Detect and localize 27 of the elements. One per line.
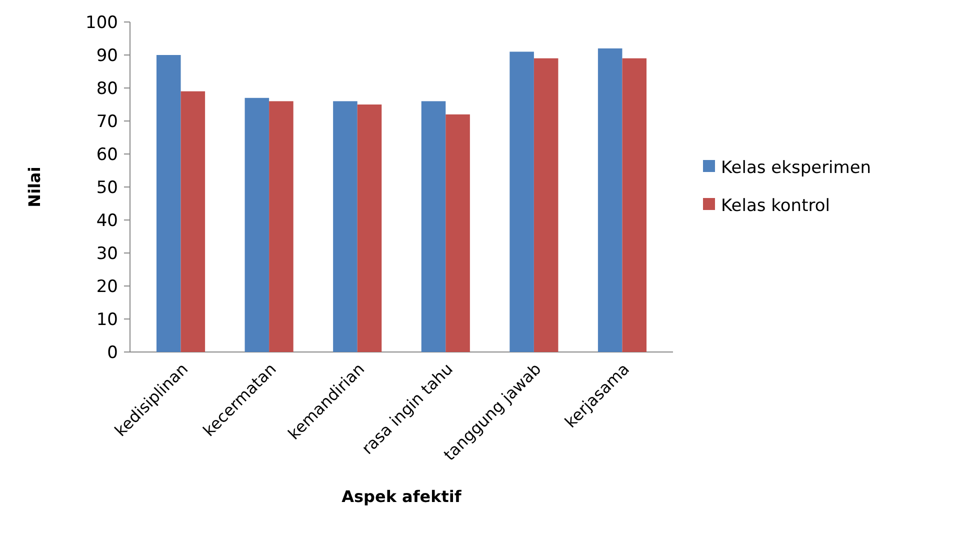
y-axis-title: Nilai xyxy=(25,166,44,208)
bar xyxy=(534,58,558,352)
bar xyxy=(244,98,270,352)
y-tick-label: 30 xyxy=(96,244,118,264)
x-axis-title: Aspek afektif xyxy=(342,487,462,506)
bar xyxy=(622,58,647,352)
bar xyxy=(156,55,181,352)
y-tick-label: 60 xyxy=(96,144,118,165)
bar xyxy=(421,101,446,352)
bar xyxy=(598,48,622,352)
bar xyxy=(510,52,534,352)
y-tick-label: 70 xyxy=(96,112,118,132)
bar xyxy=(333,101,358,352)
y-tick-label: 100 xyxy=(86,12,118,33)
y-tick-label: 50 xyxy=(96,178,118,198)
y-tick-label: 10 xyxy=(96,310,118,330)
bar xyxy=(446,114,470,352)
y-tick-label: 0 xyxy=(107,342,118,363)
legend-label: Kelas kontrol xyxy=(721,196,830,216)
bar xyxy=(357,104,382,352)
bar xyxy=(180,91,206,352)
y-tick-label: 90 xyxy=(96,46,118,66)
y-tick-label: 80 xyxy=(96,78,118,99)
bar xyxy=(269,101,294,352)
legend-label: Kelas eksperimen xyxy=(721,158,872,178)
y-tick-label: 40 xyxy=(96,210,118,231)
y-tick-label: 20 xyxy=(96,276,118,297)
